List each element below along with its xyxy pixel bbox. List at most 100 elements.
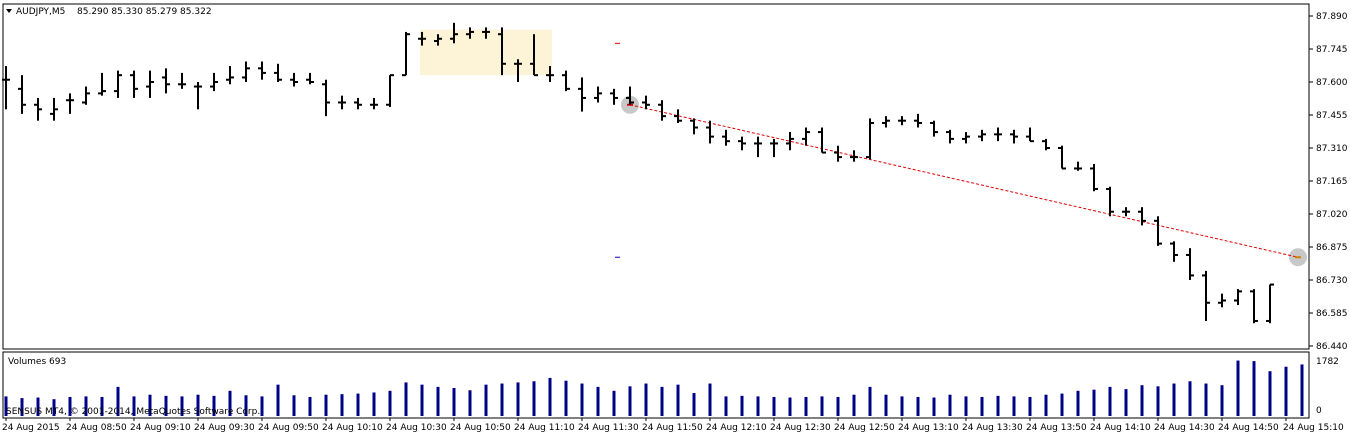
ohlc-bar: [610, 88, 618, 105]
ohlc-bar: [802, 127, 810, 146]
time-tick-label: 24 Aug 10:10: [322, 423, 383, 433]
ohlc-bar: [18, 75, 26, 114]
time-tick-label: 24 Aug 11:50: [642, 423, 703, 433]
ohlc-bar: [482, 27, 490, 39]
ohlc-bar: [834, 145, 842, 162]
ohlc-bar: [258, 61, 266, 80]
ohlc-bar: [770, 138, 778, 158]
volume-axis: 1782 0: [1316, 357, 1339, 416]
ohlc-bar: [658, 100, 666, 121]
ohlc-bar: [1218, 293, 1226, 308]
ohlc-bar: [1170, 241, 1178, 262]
ohlc-bar: [594, 86, 602, 103]
ohlc-bar: [530, 34, 538, 77]
ohlc-bar: [514, 59, 522, 82]
time-tick-label: 24 Aug 13:30: [962, 423, 1023, 433]
ohlc-bar: [402, 31, 410, 77]
copyright-footer: SENSUS MT4, © 2001-2014, MetaQuotes Soft…: [6, 407, 260, 417]
volume-panel-frame: [2, 351, 1310, 419]
chart-menu-triangle-icon[interactable]: [6, 9, 12, 13]
price-tick-label: 87.600: [1316, 78, 1348, 88]
time-tick-label: 24 Aug 2015: [2, 423, 60, 433]
ohlc-bar: [914, 113, 922, 128]
time-tick-label: 24 Aug 09:10: [130, 423, 191, 433]
time-tick-label: 24 Aug 14:10: [1090, 423, 1151, 433]
ohlc-bar: [162, 68, 170, 94]
ohlc-bar: [290, 72, 298, 87]
ohlc-bar: [738, 136, 746, 151]
price-axis: 87.890 87.745 87.600 87.455 87.310 87.165 87.0…: [1309, 12, 1348, 352]
ohlc-bar: [786, 132, 794, 151]
ohlc-bar: [146, 70, 154, 98]
time-tick-label: 24 Aug 09:30: [194, 423, 255, 433]
ohlc-bar: [1154, 216, 1162, 246]
time-tick-label: 24 Aug 12:30: [770, 423, 831, 433]
time-tick-label: 24 Aug 13:50: [1026, 423, 1087, 433]
ohlc-bar: [1058, 145, 1066, 170]
ohlc-bar: [930, 120, 938, 137]
ohlc-bar: [1042, 138, 1050, 151]
volume-bars: [4, 360, 1304, 416]
ohlc-bar: [370, 97, 378, 110]
ohlc-label: 85.290 85.330 85.279 85.322: [77, 7, 212, 17]
time-tick-label: 24 Aug 11:30: [578, 423, 639, 433]
ohlc-bars: [2, 22, 1274, 324]
ohlc-bar: [1026, 127, 1034, 143]
price-tick-label: 86.585: [1316, 309, 1348, 319]
time-tick-label: 24 Aug 09:50: [258, 423, 319, 433]
ohlc-bar: [1090, 163, 1098, 192]
ohlc-bar: [194, 82, 202, 110]
ohlc-bar: [1202, 270, 1210, 321]
time-tick-label: 24 Aug 12:10: [706, 423, 767, 433]
ohlc-bar: [1010, 129, 1018, 144]
ohlc-bar: [578, 77, 586, 112]
time-tick-label: 24 Aug 15:10: [1283, 423, 1344, 433]
ohlc-bar: [434, 34, 442, 46]
price-tick-label: 86.440: [1316, 342, 1348, 352]
ohlc-bar: [1138, 207, 1146, 226]
time-axis: 24 Aug 2015 24 Aug 08:50 24 Aug 09:10 24 Au…: [2, 418, 1344, 433]
ohlc-bar: [818, 127, 826, 154]
time-tick-label: 24 Aug 14:50: [1218, 423, 1279, 433]
ohlc-bar: [242, 61, 250, 82]
ohlc-bar: [50, 97, 58, 121]
ohlc-bar: [690, 118, 698, 135]
ohlc-bar: [850, 150, 858, 162]
price-tick-label: 87.020: [1316, 210, 1348, 220]
ohlc-bar: [98, 72, 106, 96]
ohlc-bar: [1266, 283, 1274, 324]
ohlc-bar: [1234, 289, 1242, 306]
price-tick-label: 87.165: [1316, 177, 1348, 187]
time-tick-label: 24 Aug 11:10: [514, 423, 575, 433]
ohlc-bar: [978, 129, 986, 142]
ohlc-bar: [722, 129, 730, 146]
ohlc-bar: [546, 66, 554, 82]
ohlc-bar: [210, 72, 218, 92]
ohlc-bar: [498, 27, 506, 76]
ohlc-bar: [1186, 248, 1194, 280]
ohlc-bar: [274, 63, 282, 82]
ohlc-bar: [82, 86, 90, 105]
volume-label: Volumes 693: [8, 357, 66, 367]
ohlc-bar: [946, 129, 954, 144]
ohlc-bar: [226, 66, 234, 85]
volume-tick-label: 0: [1316, 406, 1322, 416]
time-tick-label: 24 Aug 12:50: [834, 423, 895, 433]
ohlc-bar: [322, 79, 330, 117]
ohlc-bar: [642, 95, 650, 110]
ohlc-bar: [1074, 161, 1082, 171]
ohlc-bar: [386, 74, 394, 108]
price-tick-label: 86.875: [1316, 243, 1348, 253]
trade-connector-line: [629, 104, 1299, 258]
ohlc-bar: [338, 95, 346, 110]
ohlc-bar: [1106, 186, 1114, 217]
trade-line-layer: [615, 42, 1307, 267]
ohlc-bar: [706, 120, 714, 144]
price-tick-label: 87.455: [1316, 111, 1348, 121]
ohlc-bar: [34, 97, 42, 121]
time-tick-label: 24 Aug 10:50: [450, 423, 511, 433]
time-tick-label: 24 Aug 13:10: [898, 423, 959, 433]
price-tick-label: 87.745: [1316, 45, 1348, 55]
